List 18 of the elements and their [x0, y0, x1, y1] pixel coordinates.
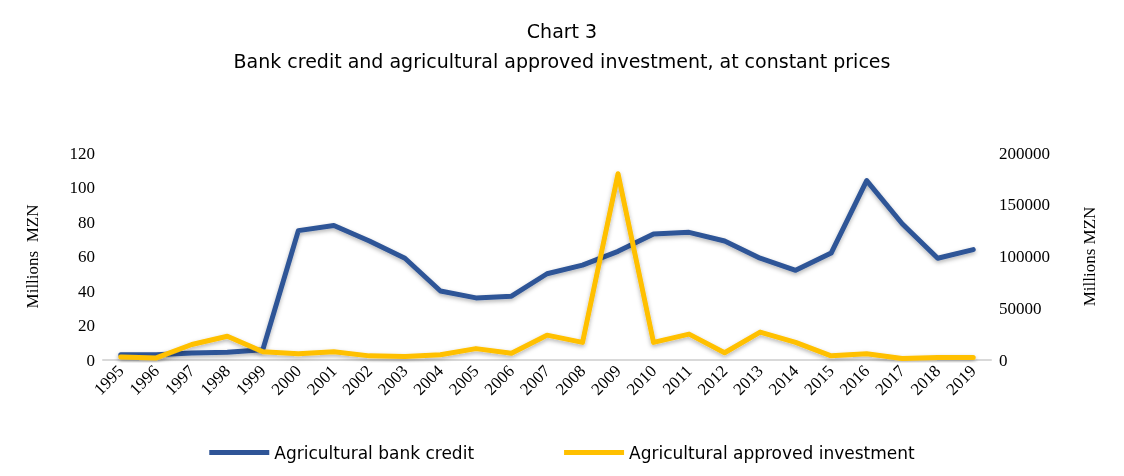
y-axis-title: Millions MZN — [23, 204, 42, 309]
chart-title: Chart 3 — [526, 19, 598, 42]
y-tick-label: 60 — [78, 247, 95, 266]
y-tick-label: 20 — [78, 316, 95, 335]
y2-tick-label: 200000 — [999, 143, 1050, 163]
chart-subtitle: Bank credit and agricultural approved investment, at constant prices — [233, 49, 891, 72]
y-tick-label: 40 — [78, 281, 95, 301]
y-tick-label: 120 — [69, 143, 95, 163]
y-tick-label: 80 — [78, 212, 95, 232]
y2-tick-label: 50000 — [999, 298, 1042, 318]
legend-label: Agricultural approved investment — [629, 442, 916, 463]
y-tick-label: 100 — [69, 178, 95, 197]
y2-axis-title: Millions MZN — [1080, 206, 1099, 307]
y2-tick-label: 100000 — [999, 247, 1050, 266]
y2-tick-label: 0 — [999, 350, 1008, 370]
legend-label: Agricultural bank credit — [274, 442, 475, 463]
y2-tick-label: 150000 — [999, 195, 1050, 215]
y-tick-label: 0 — [86, 350, 95, 370]
